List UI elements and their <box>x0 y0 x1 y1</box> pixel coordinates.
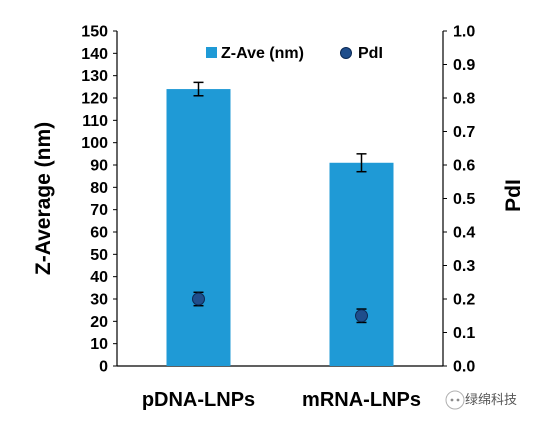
left-tick-label: 30 <box>90 292 108 309</box>
bar <box>329 162 394 366</box>
left-tick-label: 150 <box>81 24 108 41</box>
left-tick-label: 10 <box>90 336 108 353</box>
left-tick-label: 20 <box>90 314 108 331</box>
wechat-icon-dot <box>456 398 460 402</box>
left-tick-label: 110 <box>82 113 108 130</box>
right-tick-label: 0.2 <box>453 292 475 309</box>
axes: 0 10 20 30 40 50 60 70 80 90 100 110 120 130 140 150 0.0… <box>32 24 525 412</box>
left-tick-label: 80 <box>90 180 108 197</box>
pdi-series <box>192 291 368 324</box>
right-tick-label: 0.5 <box>453 191 475 208</box>
x-category-label: mRNA-LNPs <box>302 389 421 411</box>
right-tick-label: 0.8 <box>453 91 475 108</box>
left-tick-label: 130 <box>81 68 108 85</box>
left-tick-label: 90 <box>90 158 108 175</box>
right-tick-label: 0.3 <box>453 258 475 275</box>
right-tick-label: 1.0 <box>453 24 475 41</box>
pdi-point <box>192 292 205 306</box>
wechat-icon-bubble <box>445 390 465 410</box>
y2-axis-title: PdI <box>502 179 525 212</box>
legend-swatch-pdi <box>340 47 352 59</box>
legend-swatch-bar <box>206 47 217 58</box>
watermark: 绿绵科技 <box>445 390 517 410</box>
left-tick-label: 40 <box>90 269 108 286</box>
right-tick-label: 0.4 <box>453 225 475 242</box>
right-tick-label: 0.6 <box>453 158 475 175</box>
right-tick-label: 0.0 <box>453 359 475 376</box>
pdi-point <box>355 309 368 323</box>
left-tick-label: 50 <box>90 247 108 264</box>
left-tick-label: 120 <box>81 91 108 108</box>
wechat-icon-dot <box>450 398 454 402</box>
legend-label-pdi: PdI <box>358 45 383 62</box>
bar <box>166 89 231 367</box>
right-tick-label: 0.7 <box>453 124 475 141</box>
legend-label-bar: Z-Ave (nm) <box>221 45 304 62</box>
left-tick-label: 0 <box>99 359 108 376</box>
bar-series <box>166 81 394 367</box>
x-category-label: pDNA-LNPs <box>142 389 255 411</box>
right-tick-label: 0.1 <box>453 325 475 342</box>
left-tick-label: 60 <box>90 225 108 242</box>
left-tick-label: 140 <box>81 46 108 63</box>
left-tick-label: 70 <box>90 202 108 219</box>
legend: Z-Ave (nm) PdI <box>206 45 383 62</box>
left-tick-label: 100 <box>81 135 108 152</box>
right-tick-label: 0.9 <box>453 57 475 74</box>
watermark-text: 绿绵科技 <box>465 393 517 408</box>
y-axis-title: Z-Average (nm) <box>32 122 55 275</box>
wechat-icon <box>445 390 465 410</box>
